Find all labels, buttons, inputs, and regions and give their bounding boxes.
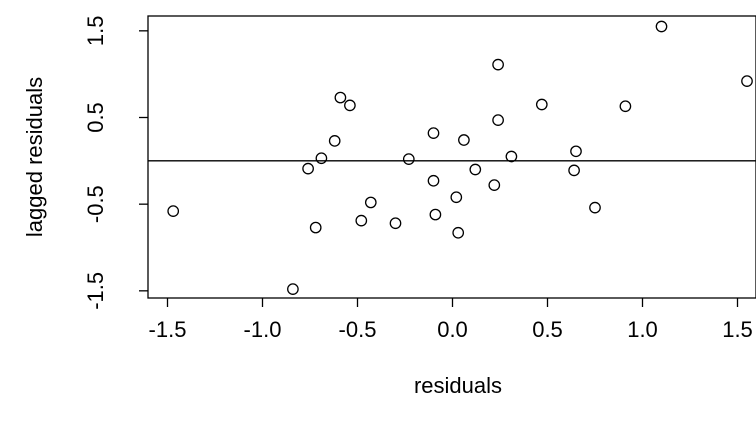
data-point — [167, 205, 180, 217]
data-point — [427, 174, 440, 187]
data-point — [568, 164, 580, 177]
data-point — [619, 100, 632, 113]
data-point — [505, 150, 518, 163]
data-points — [167, 20, 753, 295]
data-point — [302, 162, 314, 175]
data-point — [355, 214, 368, 227]
y-axis-title: lagged residuals — [22, 77, 47, 237]
data-point — [492, 58, 504, 71]
y-axis: -1.5 -0.5 0.5 1.5 — [83, 16, 148, 310]
data-point — [458, 134, 470, 146]
x-tick-label: 0.5 — [532, 317, 563, 342]
data-point — [287, 283, 299, 295]
x-axis-title: residuals — [414, 373, 502, 398]
data-point — [309, 221, 322, 234]
plot-frame — [147, 15, 756, 299]
x-tick-label: -1.0 — [244, 317, 282, 342]
x-tick-label: 1.5 — [722, 317, 753, 342]
y-tick-label: 1.5 — [83, 16, 108, 47]
data-point — [492, 114, 504, 126]
data-point — [364, 196, 377, 209]
data-point — [589, 201, 601, 214]
data-point — [334, 91, 347, 104]
data-point — [535, 98, 548, 111]
data-point — [570, 145, 582, 158]
data-point — [450, 191, 463, 204]
data-point — [427, 127, 440, 139]
data-point — [741, 75, 753, 87]
data-point — [488, 179, 501, 191]
data-point — [344, 99, 356, 112]
y-tick-label: -1.5 — [83, 272, 108, 310]
data-point — [402, 153, 415, 165]
data-point — [315, 152, 328, 165]
x-tick-label: 1.0 — [627, 317, 658, 342]
y-tick-label: -0.5 — [83, 185, 108, 223]
y-tick-label: 0.5 — [83, 102, 108, 133]
x-tick-label: -0.5 — [339, 317, 377, 342]
x-tick-label: -1.5 — [149, 317, 187, 342]
data-point — [328, 135, 341, 147]
data-point — [452, 226, 465, 239]
data-point — [655, 20, 668, 33]
x-tick-label: 0.0 — [437, 317, 468, 342]
data-point — [469, 163, 482, 176]
x-axis: -1.5 -1.0 -0.5 0.0 0.5 1.0 1.5 — [149, 298, 753, 342]
data-point — [389, 217, 402, 230]
data-point — [429, 208, 442, 221]
